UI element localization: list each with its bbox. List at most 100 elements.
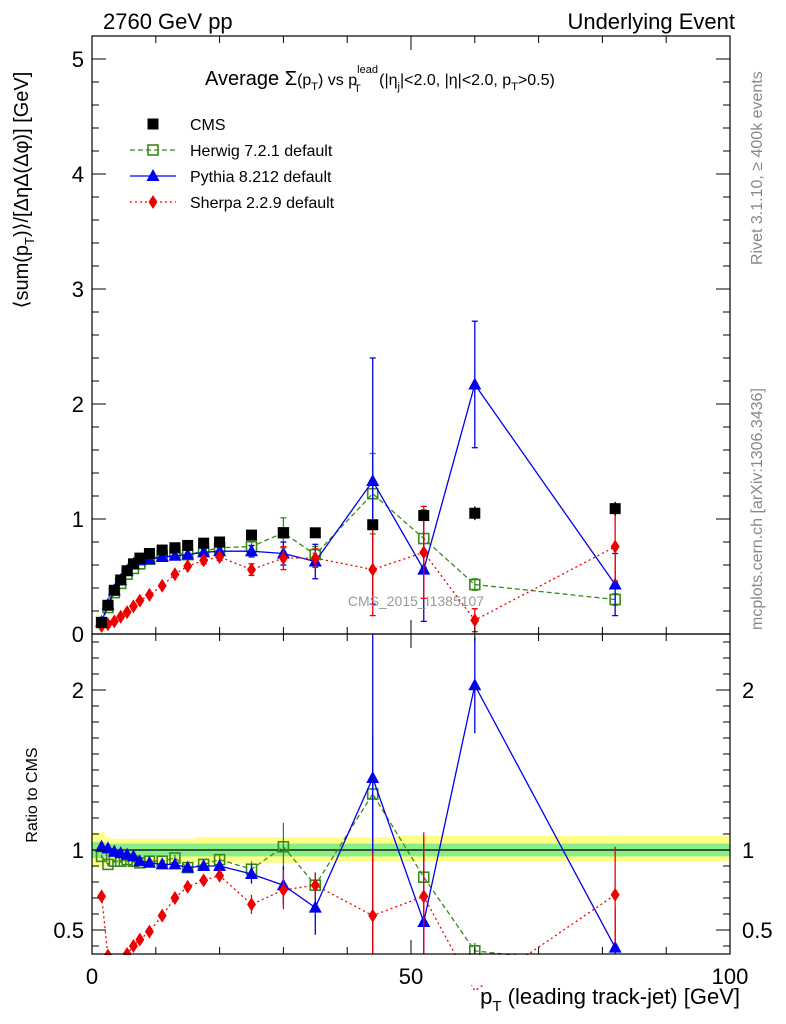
data-point <box>468 578 481 591</box>
legend-marker <box>147 118 159 130</box>
ratio-point <box>368 908 378 923</box>
main-y-tick-label: 2 <box>72 392 84 417</box>
data-point <box>199 553 209 568</box>
legend-marker <box>146 169 160 181</box>
ratio-point <box>144 924 154 939</box>
ratio-point <box>135 932 145 947</box>
data-point <box>419 545 429 560</box>
data-point <box>127 558 139 570</box>
data-point <box>608 577 622 590</box>
side-rivet-label: Rivet 3.1.10, ≥ 400k events <box>749 71 766 265</box>
data-point <box>115 574 127 586</box>
legend: CMS Herwig 7.2.1 default Pythia 8.212 defa… <box>130 117 335 212</box>
ratio-point <box>215 868 225 883</box>
ratio-point <box>468 678 482 691</box>
ratio-point <box>419 889 429 904</box>
ratio-point <box>97 889 107 904</box>
ratio-point <box>183 879 193 894</box>
ratio-point <box>247 897 256 912</box>
ratio-point <box>170 891 180 905</box>
ratio-point <box>197 859 211 871</box>
ratio-point <box>168 857 182 870</box>
ratio-point <box>181 860 195 873</box>
data-point <box>214 536 226 548</box>
analysis-watermark: CMS_2015_I1385107 <box>348 593 484 609</box>
data-point <box>183 559 193 574</box>
main-y-tick-label: 3 <box>72 277 84 302</box>
ratio-y-tick-label-right: 2 <box>742 678 754 703</box>
data-point <box>278 551 288 566</box>
legend-marker <box>148 195 158 209</box>
legend-marker <box>147 144 159 156</box>
legend-entry: CMS <box>147 117 226 134</box>
data-point <box>135 593 145 608</box>
data-point <box>609 503 621 515</box>
main-y-tick-label: 4 <box>72 162 84 187</box>
data-point <box>198 537 210 549</box>
ratio-point <box>157 908 167 923</box>
data-point <box>157 578 167 593</box>
data-point <box>128 599 138 614</box>
data-point <box>102 599 114 611</box>
data-point <box>418 510 430 522</box>
data-point <box>156 544 168 556</box>
ratio-y-tick-label: 2 <box>72 678 84 703</box>
data-point <box>197 545 211 558</box>
ratio-point <box>142 855 156 868</box>
side-mcplots-label: mcplots.cern.ch [arXiv:1306.3436] <box>749 388 766 630</box>
ratio-point <box>213 859 227 871</box>
data-point <box>134 552 146 564</box>
x-axis-label: pT (leading track-jet) [GeV] <box>480 984 740 1015</box>
main-series-pythia <box>95 320 622 627</box>
main-series-cms <box>96 501 621 628</box>
data-point <box>169 542 181 554</box>
series-line <box>100 382 616 623</box>
data-point <box>366 474 380 487</box>
data-point <box>469 507 481 519</box>
header-analysis: Underlying Event <box>567 9 735 34</box>
data-point <box>144 587 154 602</box>
data-point <box>182 539 194 551</box>
ratio-point <box>245 867 258 879</box>
main-panel: 0 1 2 3 4 5 CMS_2015_I1385107 Average Σ(pT) v… <box>11 35 731 647</box>
ratio-point <box>608 940 622 953</box>
main-y-tick-label: 5 <box>72 47 84 72</box>
chart-title: Average Σ(pT) vs plead T (|ηj|<2.0, |η|<2… <box>205 64 555 95</box>
data-point <box>181 547 195 560</box>
legend-label: Pythia 8.212 default <box>190 169 332 186</box>
series-line <box>100 492 616 623</box>
ratio-point <box>133 854 147 867</box>
ratio-point <box>310 878 320 893</box>
ratio-point <box>102 858 114 871</box>
ratio-y-axis-label: Ratio to CMS <box>24 747 41 842</box>
data-point <box>245 544 258 557</box>
ratio-point <box>199 873 209 888</box>
data-point <box>470 613 480 628</box>
legend-label: CMS <box>190 117 226 134</box>
ratio-panel-frame <box>91 633 731 955</box>
ratio-point <box>610 887 620 902</box>
x-tick-label: 50 <box>399 964 423 989</box>
ratio-point <box>128 939 138 953</box>
data-point <box>277 527 289 539</box>
legend-entry: Sherpa 2.2.9 default <box>130 195 335 212</box>
data-point <box>309 527 321 539</box>
data-point <box>246 529 257 541</box>
ratio-panel: 0.5 0.5 1 1 2 2 0 50 100 Ratio to CMS pT (leadin… <box>24 633 773 1015</box>
ratio-y-tick-label-right: 0.5 <box>742 918 773 943</box>
data-point <box>247 562 256 577</box>
data-point <box>610 539 620 554</box>
data-point <box>143 548 155 559</box>
data-point <box>367 519 379 531</box>
data-point <box>155 549 169 562</box>
ratio-y-tick-label-right: 1 <box>742 838 754 863</box>
main-y-tick-label: 0 <box>72 622 84 647</box>
legend-label: Herwig 7.2.1 default <box>190 143 333 160</box>
data-point <box>368 562 378 577</box>
data-point <box>170 567 180 582</box>
data-point <box>121 565 133 577</box>
ratio-point <box>278 883 288 897</box>
data-point <box>468 377 482 390</box>
data-point <box>96 617 108 628</box>
data-point <box>122 605 132 620</box>
